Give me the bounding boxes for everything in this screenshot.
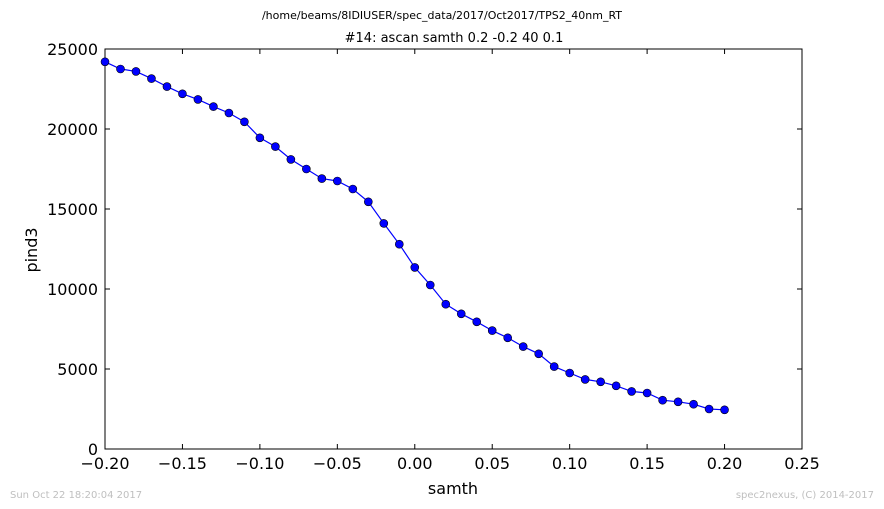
y-tick-label: 15000 [47, 200, 98, 219]
data-point [518, 342, 528, 351]
x-tick-label: 0.00 [397, 454, 433, 473]
data-point [503, 333, 513, 343]
data-point [425, 280, 435, 290]
x-tick-label: −0.10 [235, 454, 284, 473]
y-tick-label: 5000 [57, 360, 98, 379]
data-point [565, 368, 574, 378]
data-point [333, 176, 342, 186]
axis-ticks: −0.20 −0.15 −0.10 −0.05 0.00 0.05 0.10 0.15 0.20… [47, 40, 820, 473]
y-tick-label: 0 [88, 440, 98, 459]
x-axis-label: samth [428, 479, 478, 498]
data-point [209, 102, 218, 111]
data-point [271, 142, 280, 151]
x-tick-label: 0.25 [784, 454, 820, 473]
data-point [317, 174, 327, 183]
credit: spec2nexus, (C) 2014-2017 [736, 490, 874, 501]
y-tick-label: 25000 [47, 40, 98, 59]
y-tick-label: 20000 [47, 120, 98, 139]
y-axis-label: pind3 [22, 227, 41, 272]
data-point [689, 399, 698, 409]
data-point [487, 326, 497, 335]
data-point [534, 349, 543, 359]
data-point [611, 381, 621, 391]
data-point [379, 219, 389, 228]
x-tick-label: 0.05 [474, 454, 510, 473]
data-point [364, 197, 373, 207]
data-point [224, 108, 234, 118]
data-point [193, 95, 203, 104]
figure-suptitle: /home/beams/8IDIUSER/spec_data/2017/Oct2… [262, 9, 622, 22]
data-point [658, 395, 667, 405]
data-point [255, 133, 265, 143]
data-point [147, 74, 156, 83]
x-tick-label: −0.20 [80, 454, 129, 473]
data-point [302, 164, 311, 174]
data-point [472, 317, 482, 327]
data-point [673, 397, 683, 407]
data-point [394, 239, 404, 249]
data-point [178, 89, 187, 99]
data-point [627, 387, 636, 396]
data-point [286, 155, 296, 164]
timestamp: Sun Oct 22 18:20:04 2017 [10, 490, 142, 501]
x-tick-label: 0.10 [552, 454, 588, 473]
data-point [441, 299, 451, 309]
data-point [348, 184, 358, 194]
data-point [131, 67, 141, 76]
x-tick-label: 0.15 [629, 454, 665, 473]
data-point [456, 309, 466, 319]
data-point [162, 82, 172, 91]
data-point [549, 362, 559, 371]
data-point [720, 405, 729, 415]
plot-frame [104, 48, 803, 450]
data-point [642, 388, 652, 398]
x-tick-label: 0.20 [707, 454, 743, 473]
data-point [410, 263, 420, 272]
data-point [100, 57, 110, 67]
data-series [100, 57, 729, 415]
x-tick-label: −0.15 [158, 454, 207, 473]
data-point [704, 404, 714, 414]
data-point [596, 377, 605, 387]
y-tick-label: 10000 [47, 280, 98, 299]
data-point [116, 64, 125, 74]
data-point [240, 117, 249, 127]
data-point [580, 375, 590, 384]
chart-title: #14: ascan samth 0.2 -0.2 40 0.1 [345, 31, 564, 46]
x-tick-label: −0.05 [313, 454, 362, 473]
